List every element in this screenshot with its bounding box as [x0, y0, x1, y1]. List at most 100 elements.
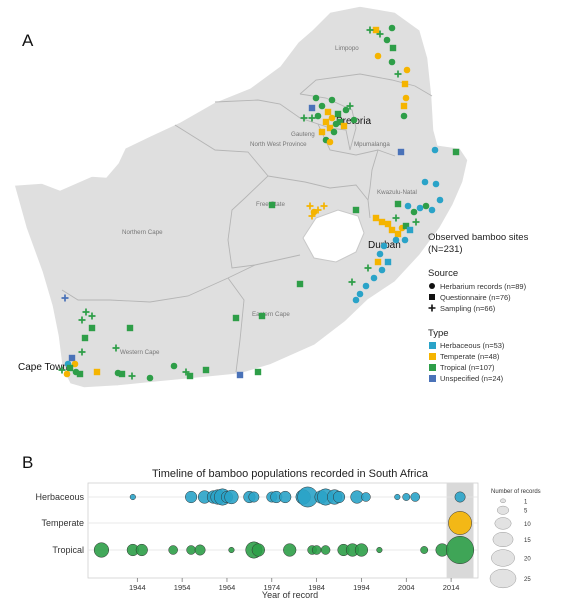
site-marker-herbarium [392, 236, 400, 244]
bubble-tropical [135, 543, 148, 557]
legend-source-questionnaire: Questionnaire (n=76) [440, 293, 511, 302]
bubble-herbaceous [410, 492, 420, 502]
site-marker-questionnaire [258, 312, 266, 320]
site-marker-sampling [412, 218, 420, 226]
city-label-cape-town: Cape Town [18, 362, 68, 373]
site-marker-herbarium [422, 202, 430, 210]
site-marker-herbarium [376, 250, 384, 258]
category-label-tropical: Tropical [52, 545, 84, 555]
site-marker-herbarium [402, 94, 410, 102]
site-marker-questionnaire [81, 334, 89, 342]
site-marker-sampling [112, 344, 120, 352]
size-legend-value: 10 [524, 522, 531, 528]
site-marker-herbarium [428, 206, 436, 214]
site-marker-sampling [306, 202, 314, 210]
bubble-herbaceous [332, 490, 346, 504]
site-marker-questionnaire [296, 280, 304, 288]
site-marker-herbarium [328, 96, 336, 104]
bubble-tropical [376, 546, 383, 554]
site-marker-questionnaire [397, 148, 405, 156]
province-label-kwazulu-natal: Kwazulu-Natal [377, 189, 417, 196]
site-marker-herbarium [421, 178, 429, 186]
size-legend-bubble [489, 568, 517, 589]
bubble-tropical [251, 543, 265, 557]
site-marker-sampling [182, 368, 190, 376]
site-marker-questionnaire [202, 366, 210, 374]
site-marker-questionnaire [378, 218, 386, 226]
south-africa-map: Limpopo North West Province Gauteng Mpum… [13, 5, 469, 389]
x-tick-label: 1974 [263, 583, 280, 592]
category-label-herbaceous: Herbaceous [35, 492, 84, 502]
timeline-bubbles [93, 486, 475, 565]
legend-swatch-temperate [429, 353, 436, 360]
site-marker-sampling [394, 70, 402, 78]
site-marker-sampling [82, 308, 90, 316]
bubble-herbaceous [402, 493, 411, 501]
site-marker-questionnaire [88, 324, 96, 332]
legend-type-herbaceous: Herbaceous (n=53) [440, 341, 505, 350]
bubble-herbaceous [248, 491, 260, 503]
bubble-herbaceous [224, 489, 239, 505]
site-marker-sampling [88, 312, 96, 320]
site-marker-herbarium [410, 208, 418, 216]
site-marker-questionnaire [236, 371, 244, 379]
legend-swatch-tropical [429, 364, 436, 371]
province-label-limpopo: Limpopo [335, 45, 359, 52]
site-marker-herbarium [436, 196, 444, 204]
site-marker-sampling [346, 102, 354, 110]
site-marker-questionnaire [66, 364, 74, 372]
bubble-tropical [311, 545, 322, 555]
site-marker-questionnaire [374, 258, 382, 266]
bubble-tropical [354, 543, 369, 557]
size-legend-value: 25 [524, 577, 531, 583]
circle-icon [429, 283, 435, 289]
site-marker-questionnaire [452, 148, 460, 156]
site-marker-sampling [308, 114, 316, 122]
site-marker-questionnaire [389, 44, 397, 52]
site-marker-herbarium [388, 24, 396, 32]
site-marker-sampling [128, 372, 136, 380]
x-tick-label: 1994 [353, 583, 370, 592]
size-legend-title: Number of records [491, 489, 541, 495]
site-marker-sampling [364, 264, 372, 272]
site-marker-herbarium [362, 282, 370, 290]
panel-a-label: A [22, 31, 34, 50]
site-marker-questionnaire [268, 201, 276, 209]
site-marker-questionnaire [384, 258, 392, 266]
site-marker-questionnaire [126, 324, 134, 332]
site-marker-questionnaire [400, 102, 408, 110]
site-marker-questionnaire [372, 26, 380, 34]
legend-type-unspecified: Unspecified (n=24) [440, 374, 504, 383]
site-marker-questionnaire [76, 370, 84, 378]
site-marker-herbarium [403, 66, 411, 74]
site-marker-questionnaire [340, 122, 348, 130]
site-marker-questionnaire [394, 200, 402, 208]
site-marker-herbarium [400, 112, 408, 120]
bubble-tropical [194, 544, 206, 556]
size-legend-value: 20 [524, 556, 531, 562]
site-marker-sampling [320, 202, 328, 210]
bubble-tropical [283, 543, 297, 557]
legend-swatch-unspecified [429, 375, 436, 382]
site-marker-herbarium [356, 290, 364, 298]
province-label-northern-cape: Northern Cape [122, 229, 163, 236]
site-marker-questionnaire [232, 314, 240, 322]
site-marker-questionnaire [118, 370, 126, 378]
legend-source-sampling: Sampling (n=66) [440, 304, 496, 313]
bubble-herbaceous [129, 493, 136, 501]
site-marker-herbarium [318, 102, 326, 110]
x-tick-label: 1954 [174, 583, 191, 592]
site-marker-herbarium [146, 374, 154, 382]
size-legend-bubble [496, 505, 510, 515]
legend-source-title: Source [428, 268, 458, 279]
size-legend-value: 15 [524, 538, 531, 544]
site-marker-herbarium [330, 128, 338, 136]
province-label-western-cape: Western Cape [120, 349, 160, 356]
category-label-temperate: Temperate [41, 518, 84, 528]
x-tick-label: 1984 [308, 583, 325, 592]
site-marker-herbarium [63, 370, 71, 378]
site-marker-sampling [308, 212, 316, 220]
legend-swatch-herbaceous [429, 342, 436, 349]
site-marker-sampling [348, 278, 356, 286]
